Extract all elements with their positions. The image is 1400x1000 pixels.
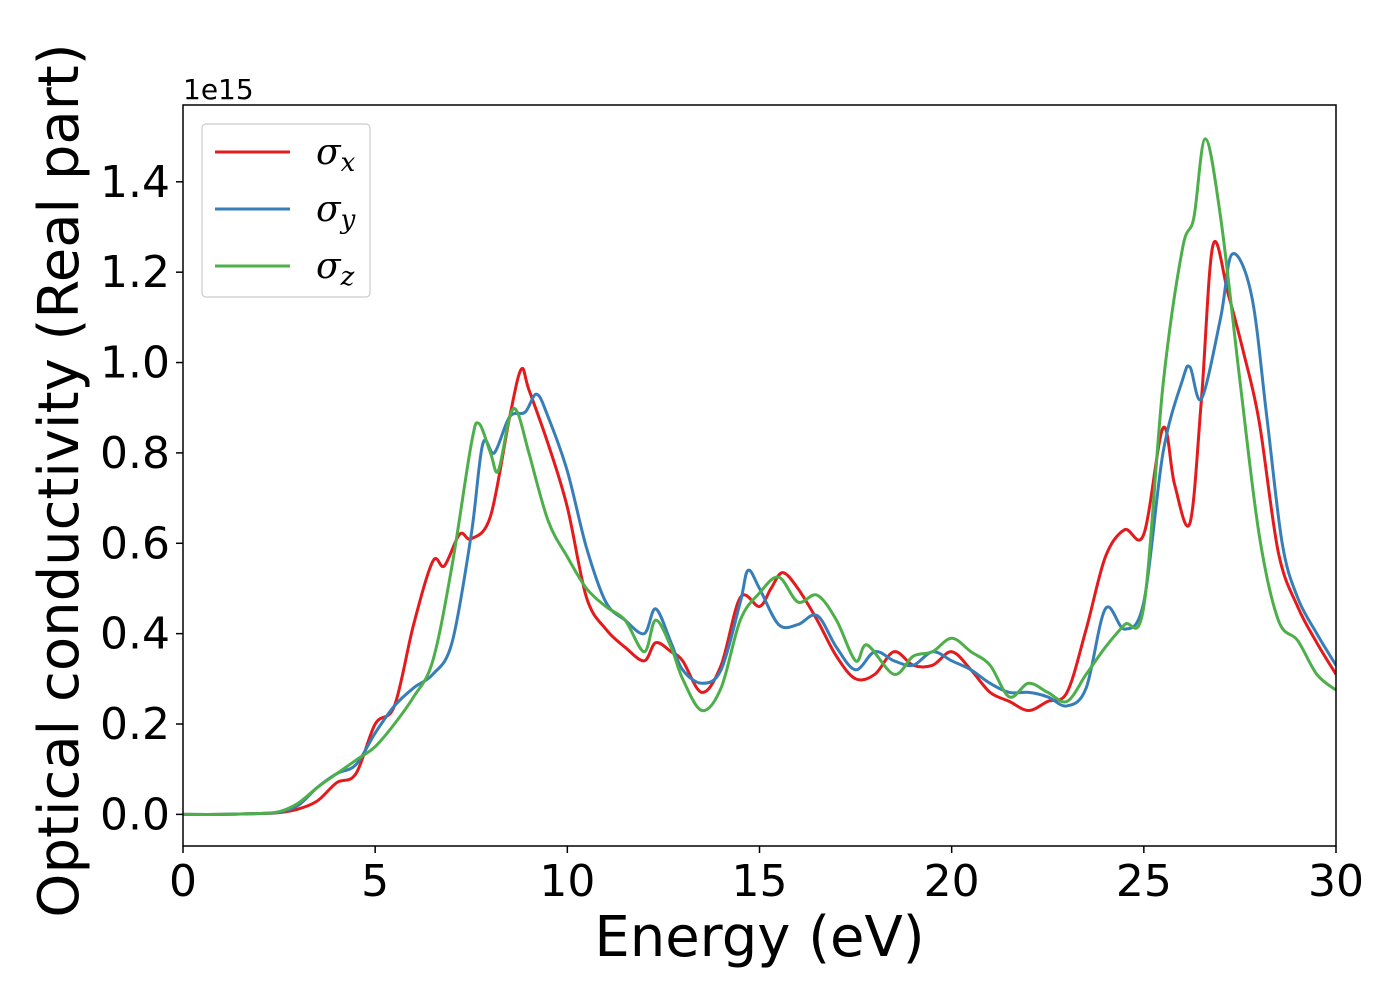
legend-label-y: σy <box>316 189 356 235</box>
legend-symbol: σ <box>316 189 342 230</box>
legend-label-x: σx <box>316 132 356 178</box>
legend-symbol: σ <box>316 246 342 287</box>
x-tick-label: 15 <box>732 856 788 907</box>
x-tick-label: 25 <box>1116 856 1172 907</box>
x-tick-label: 0 <box>169 856 197 907</box>
x-tick-label: 30 <box>1308 856 1364 907</box>
x-axis-title: Energy (eV) <box>594 905 924 970</box>
legend-label-z: σz <box>316 246 355 292</box>
y-tick-label: 1.4 <box>100 157 170 208</box>
y-tick-label: 1.0 <box>100 338 170 389</box>
series-line-x <box>183 240 1336 816</box>
y-tick-label: 0.2 <box>100 699 170 750</box>
x-axis-ticks: 0 5 10 15 20 25 30 <box>169 846 1364 907</box>
legend-subscript: y <box>340 205 356 235</box>
series-line-z <box>183 137 1336 816</box>
y-tick-label: 0.4 <box>100 609 170 660</box>
x-tick-label: 20 <box>924 856 980 907</box>
legend-subscript: z <box>340 262 355 292</box>
y-axis-title: Optical conductivity (Real part) <box>27 43 92 917</box>
legend-subscript: x <box>341 148 356 178</box>
y-axis-offset-label: 1e15 <box>183 73 254 106</box>
y-axis-ticks: 0.0 0.2 0.4 0.6 0.8 1.0 1.2 1.4 <box>100 157 183 840</box>
y-tick-label: 1.2 <box>100 247 170 298</box>
x-tick-label: 5 <box>361 856 389 907</box>
series-layer <box>183 137 1336 816</box>
series-line-y <box>183 252 1336 816</box>
y-tick-label: 0.0 <box>100 789 170 840</box>
y-tick-label: 0.8 <box>100 428 170 479</box>
legend-symbol: σ <box>316 132 342 173</box>
y-tick-label: 0.6 <box>100 518 170 569</box>
x-tick-label: 10 <box>539 856 595 907</box>
